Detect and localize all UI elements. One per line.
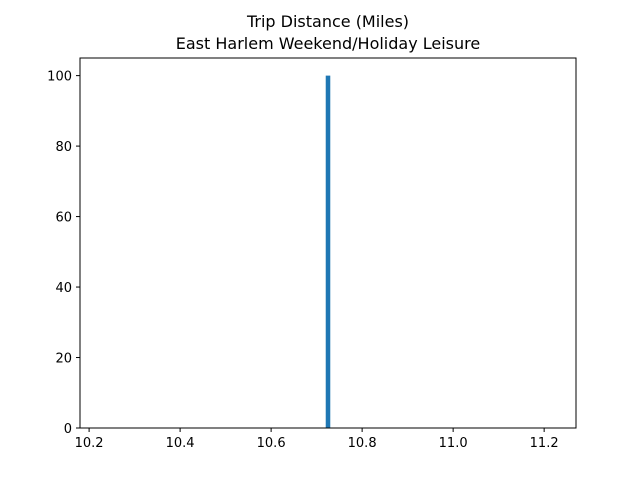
x-tick-label: 10.4 bbox=[166, 436, 195, 451]
y-tick-label: 80 bbox=[55, 140, 72, 155]
y-axis: 0 20 40 60 80 100 bbox=[47, 70, 80, 437]
x-tick-label: 11.0 bbox=[439, 436, 468, 451]
y-tick-label: 100 bbox=[47, 70, 72, 85]
x-tick-label: 10.8 bbox=[348, 436, 377, 451]
y-tick-label: 60 bbox=[55, 211, 72, 226]
plot-bars bbox=[325, 75, 331, 428]
x-tick-label: 10.2 bbox=[75, 436, 104, 451]
x-tick-label: 11.2 bbox=[530, 436, 559, 451]
y-tick-label: 0 bbox=[64, 422, 72, 437]
chart-title: Trip Distance (Miles) bbox=[246, 12, 409, 31]
plot-frame bbox=[79, 57, 577, 429]
chart-subtitle: East Harlem Weekend/Holiday Leisure bbox=[176, 34, 480, 53]
y-tick-label: 40 bbox=[55, 281, 72, 296]
histogram-bar bbox=[325, 75, 331, 428]
x-axis: 10.2 10.4 10.6 10.8 11.0 11.2 bbox=[75, 428, 559, 451]
x-tick-label: 10.6 bbox=[257, 436, 286, 451]
y-tick-label: 20 bbox=[55, 352, 72, 367]
